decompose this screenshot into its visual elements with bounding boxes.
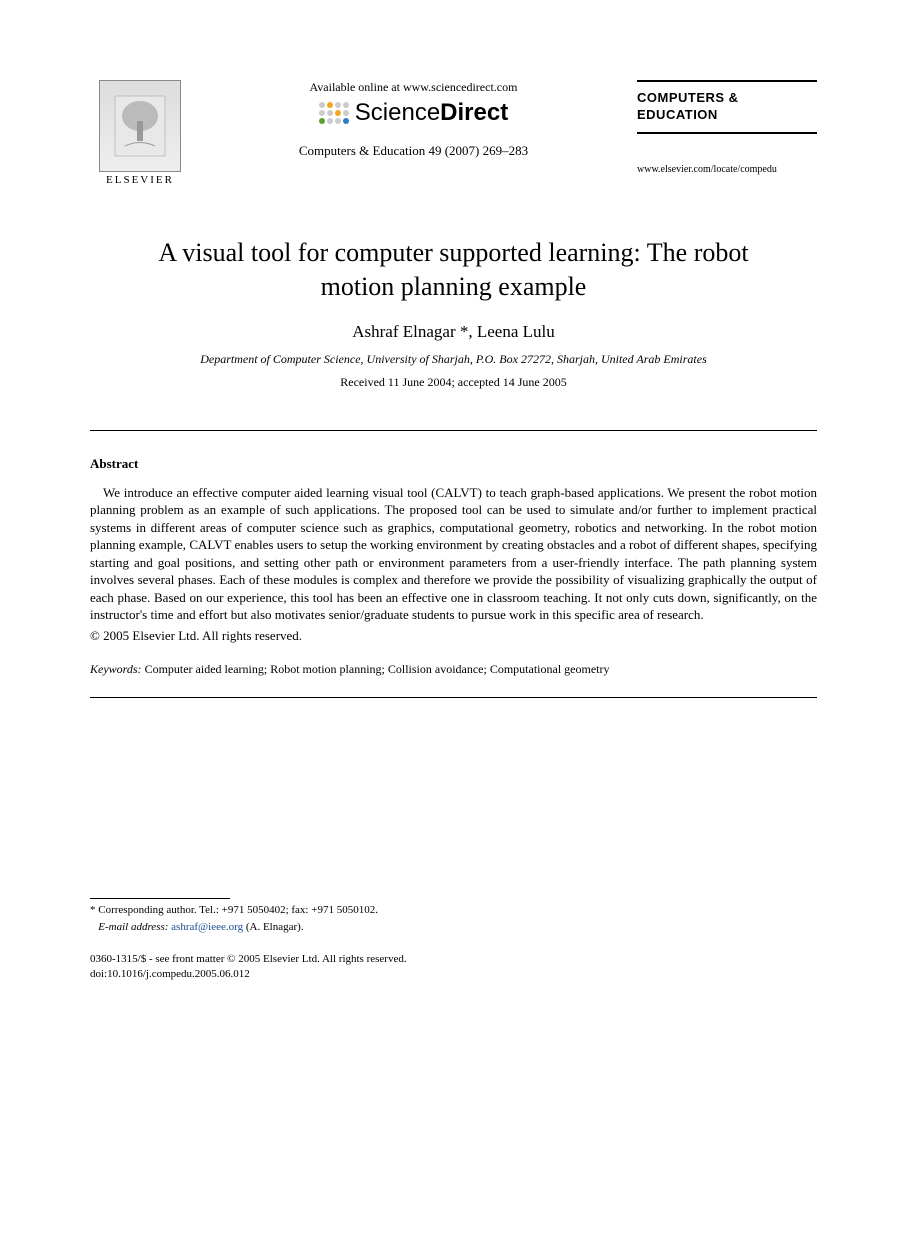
sd-prefix: Science <box>355 99 440 126</box>
sciencedirect-dots-icon <box>319 102 349 124</box>
paper-page: ELSEVIER Available online at www.science… <box>0 0 907 1238</box>
abstract-copyright: © 2005 Elsevier Ltd. All rights reserved… <box>90 628 817 644</box>
sciencedirect-wordmark: ScienceDirect <box>355 99 508 127</box>
issn-line: 0360-1315/$ - see front matter © 2005 El… <box>90 952 817 967</box>
publisher-name: ELSEVIER <box>106 174 174 186</box>
journal-rule-top <box>637 80 817 82</box>
sd-dot <box>343 118 349 124</box>
article-authors: Ashraf Elnagar *, Leena Lulu <box>90 322 817 342</box>
sd-dot <box>319 110 325 116</box>
article-title: A visual tool for computer supported lea… <box>130 236 777 304</box>
sd-dot <box>319 102 325 108</box>
article-affiliation: Department of Computer Science, Universi… <box>90 352 817 367</box>
journal-name-line1: COMPUTERS & <box>637 90 739 105</box>
email-suffix: (A. Elnagar). <box>243 921 303 933</box>
sd-dot <box>343 102 349 108</box>
publisher-block: ELSEVIER <box>90 80 190 186</box>
rule-below-keywords <box>90 697 817 698</box>
sd-dot <box>319 118 325 124</box>
sd-dot <box>327 102 333 108</box>
abstract-body: We introduce an effective computer aided… <box>90 484 817 624</box>
journal-rule-bottom <box>637 132 817 134</box>
elsevier-tree-logo <box>99 80 181 172</box>
sd-dot <box>335 110 341 116</box>
keywords-line: Keywords: Computer aided learning; Robot… <box>90 662 817 677</box>
email-footnote: E-mail address: ashraf@ieee.org (A. Elna… <box>90 920 817 935</box>
corresponding-author-footnote: * Corresponding author. Tel.: +971 50504… <box>90 903 817 918</box>
footnote-rule <box>90 898 230 899</box>
sd-dot <box>335 118 341 124</box>
sciencedirect-logo: ScienceDirect <box>319 99 508 127</box>
sd-dot <box>327 110 333 116</box>
available-online-text: Available online at www.sciencedirect.co… <box>310 80 518 95</box>
elsevier-logo-icon <box>110 91 170 161</box>
sd-dot <box>327 118 333 124</box>
header-row: ELSEVIER Available online at www.science… <box>90 80 817 186</box>
journal-citation: Computers & Education 49 (2007) 269–283 <box>299 143 528 159</box>
article-dates: Received 11 June 2004; accepted 14 June … <box>90 375 817 390</box>
keywords-text: Computer aided learning; Robot motion pl… <box>142 662 610 676</box>
journal-title-block: COMPUTERS & EDUCATION www.elsevier.com/l… <box>637 80 817 175</box>
abstract-heading: Abstract <box>90 456 817 472</box>
sd-dot <box>343 110 349 116</box>
keywords-label: Keywords: <box>90 662 142 676</box>
issn-doi-block: 0360-1315/$ - see front matter © 2005 El… <box>90 952 817 983</box>
journal-name-line2: EDUCATION <box>637 107 718 122</box>
journal-name: COMPUTERS & EDUCATION <box>637 90 817 124</box>
email-label: E-mail address: <box>98 921 168 933</box>
center-header-block: Available online at www.sciencedirect.co… <box>190 80 637 159</box>
doi-line: doi:10.1016/j.compedu.2005.06.012 <box>90 967 817 982</box>
sd-dot <box>335 102 341 108</box>
author-email-link[interactable]: ashraf@ieee.org <box>171 921 243 933</box>
sd-suffix: Direct <box>440 99 508 126</box>
rule-above-abstract <box>90 430 817 431</box>
journal-homepage-url: www.elsevier.com/locate/compedu <box>637 164 817 175</box>
